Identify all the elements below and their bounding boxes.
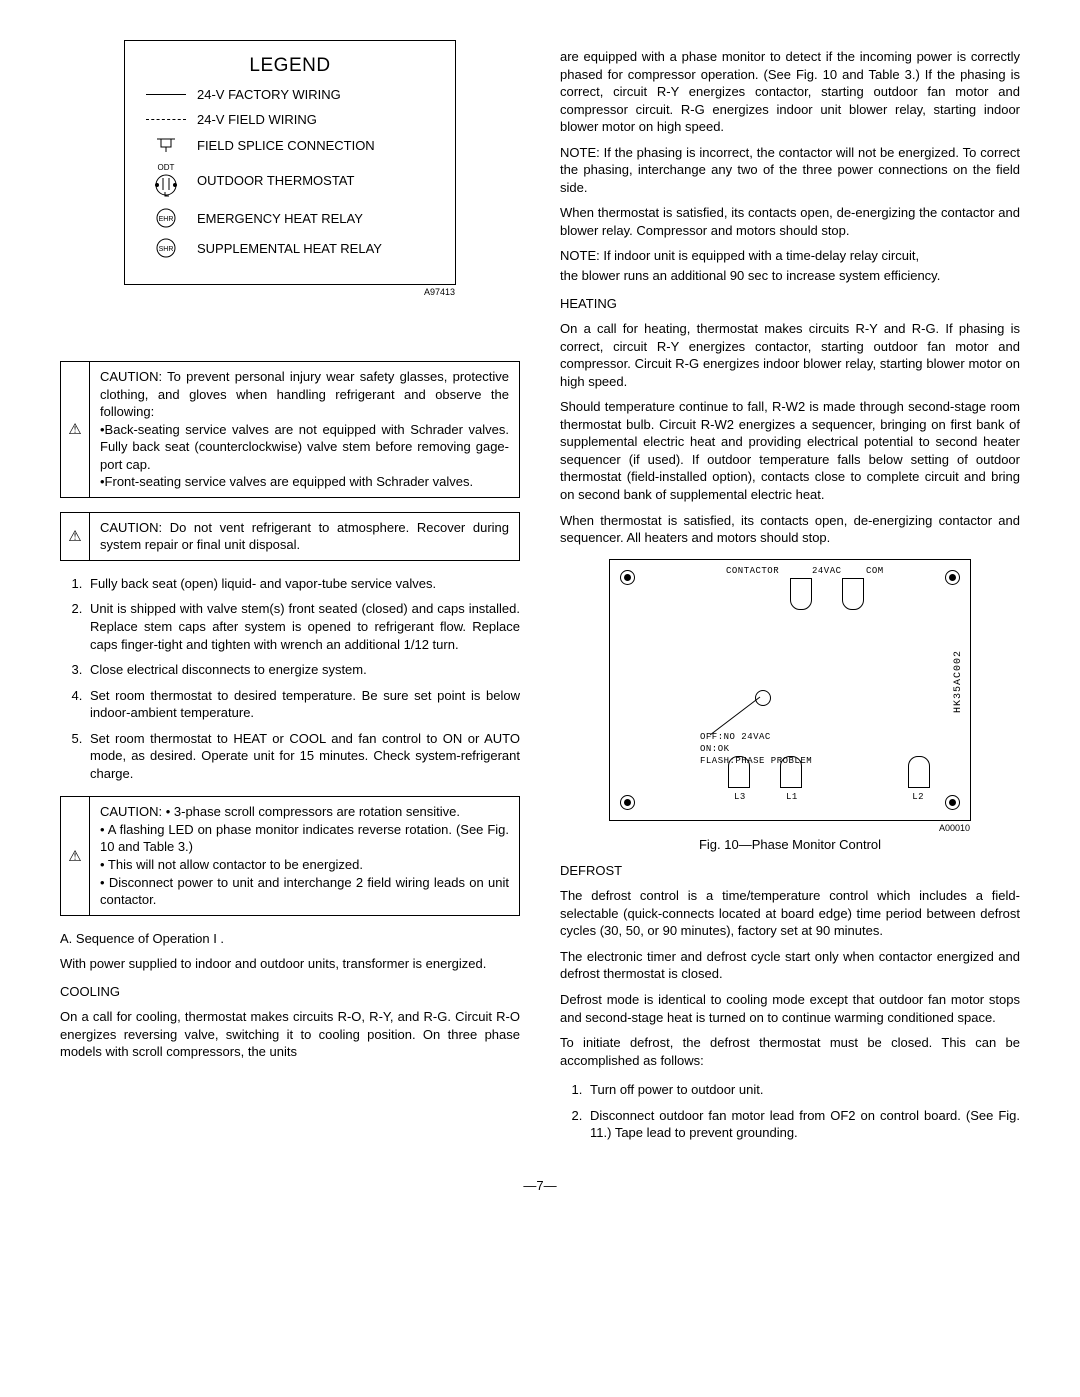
- fig-label: OFF:NO 24VAC: [700, 732, 771, 742]
- tab-icon: [780, 756, 802, 788]
- step-item: Set room thermostat to desired temperatu…: [86, 687, 520, 722]
- legend-title: LEGEND: [145, 55, 435, 77]
- defrost-step: Turn off power to outdoor unit.: [586, 1081, 1020, 1099]
- steps-list: Fully back seat (open) liquid- and vapor…: [60, 575, 520, 782]
- cooling-heading: COOLING: [60, 983, 520, 1001]
- caution-box-3: ⚠ CAUTION: • 3-phase scroll compressors …: [60, 796, 520, 915]
- cooling-p2: are equipped with a phase monitor to det…: [560, 48, 1020, 136]
- defrost-step: Disconnect outdoor fan motor lead from O…: [586, 1107, 1020, 1142]
- caution-text: CAUTION: Do not vent refrigerant to atmo…: [90, 513, 519, 560]
- tab-icon: [790, 578, 812, 610]
- tab-icon: [728, 756, 750, 788]
- fig-label: CONTACTOR: [726, 566, 779, 576]
- page-number: —7—: [60, 1178, 1020, 1193]
- step-item: Unit is shipped with valve stem(s) front…: [86, 600, 520, 653]
- legend-row: 24-V FIELD WIRING: [145, 112, 435, 127]
- fig-label: 24VAC: [812, 566, 842, 576]
- caution-text: •Back-seating service valves are not equ…: [100, 422, 509, 472]
- legend-row: FIELD SPLICE CONNECTION: [145, 137, 435, 153]
- legend-label: 24-V FACTORY WIRING: [197, 87, 341, 102]
- defrost-p1: The defrost control is a time/temperatur…: [560, 887, 1020, 940]
- cooling-p3: When thermostat is satisfied, its contac…: [560, 204, 1020, 239]
- shr-icon: SHR: [152, 238, 180, 258]
- caution-text: CAUTION: • 3-phase scroll compressors ar…: [100, 804, 460, 819]
- step-item: Fully back seat (open) liquid- and vapor…: [86, 575, 520, 593]
- legend-row: SHR SUPPLEMENTAL HEAT RELAY: [145, 238, 435, 258]
- cooling-note2a: NOTE: If indoor unit is equipped with a …: [560, 247, 1020, 265]
- odt-text: ODT: [158, 163, 175, 172]
- part-number: HK35AC002: [953, 650, 964, 713]
- sequence-label: A. Sequence of Operation I .: [60, 930, 520, 948]
- defrost-heading: DEFROST: [560, 862, 1020, 880]
- cooling-note1: NOTE: If the phasing is incorrect, the c…: [560, 144, 1020, 197]
- caution-box-2: ⚠ CAUTION: Do not vent refrigerant to at…: [60, 512, 520, 561]
- fig-label: COM: [866, 566, 884, 576]
- cooling-p1: On a call for cooling, thermostat makes …: [60, 1008, 520, 1061]
- legend-row: 24-V FACTORY WIRING: [145, 87, 435, 102]
- legend-row: ODT OUTDOOR THERMOSTAT: [145, 163, 435, 198]
- thermostat-icon: [151, 172, 181, 198]
- tab-icon: [842, 578, 864, 610]
- fig-label: L2: [912, 792, 924, 802]
- tab-icon: [908, 756, 930, 788]
- step-item: Set room thermostat to HEAT or COOL and …: [86, 730, 520, 783]
- defrost-p2: The electronic timer and defrost cycle s…: [560, 948, 1020, 983]
- figure-caption: Fig. 10—Phase Monitor Control: [560, 837, 1020, 852]
- caution-text: •Front-seating service valves are equipp…: [100, 474, 473, 489]
- sequence-intro: With power supplied to indoor and outdoo…: [60, 955, 520, 973]
- heating-p2: Should temperature continue to fall, R-W…: [560, 398, 1020, 503]
- fig-label: L1: [786, 792, 798, 802]
- heating-heading: HEATING: [560, 295, 1020, 313]
- step-item: Close electrical disconnects to energize…: [86, 661, 520, 679]
- caution-text: • This will not allow contactor to be en…: [100, 857, 363, 872]
- svg-text:EHR: EHR: [159, 216, 174, 223]
- caution-text: • Disconnect power to unit and interchan…: [100, 875, 509, 908]
- hole-icon: [620, 795, 635, 810]
- warning-icon: ⚠: [61, 513, 90, 560]
- legend-label: 24-V FIELD WIRING: [197, 112, 317, 127]
- solid-line-icon: [146, 94, 186, 95]
- caution-box-1: ⚠ CAUTION: To prevent personal injury we…: [60, 361, 520, 498]
- caution-text: • A flashing LED on phase monitor indica…: [100, 822, 509, 855]
- hole-icon: [620, 570, 635, 585]
- cooling-note2b: the blower runs an additional 90 sec to …: [560, 267, 1020, 285]
- legend-box: LEGEND 24-V FACTORY WIRING 24-V FIELD WI…: [124, 40, 456, 285]
- svg-text:SHR: SHR: [159, 246, 174, 253]
- legend-row: EHR EMERGENCY HEAT RELAY: [145, 208, 435, 228]
- warning-icon: ⚠: [61, 362, 90, 497]
- splice-icon: [155, 137, 177, 153]
- legend-code: A97413: [125, 287, 455, 297]
- defrost-steps-list: Turn off power to outdoor unit. Disconne…: [560, 1081, 1020, 1142]
- dashed-line-icon: [146, 119, 186, 120]
- hole-icon: [945, 795, 960, 810]
- legend-label: OUTDOOR THERMOSTAT: [197, 173, 354, 188]
- hole-icon: [945, 570, 960, 585]
- warning-icon: ⚠: [61, 797, 90, 914]
- legend-label: SUPPLEMENTAL HEAT RELAY: [197, 241, 382, 256]
- defrost-p4: To initiate defrost, the defrost thermos…: [560, 1034, 1020, 1069]
- heating-p3: When thermostat is satisfied, its contac…: [560, 512, 1020, 547]
- fig-label: ON:OK: [700, 744, 730, 754]
- fig-label: L3: [734, 792, 746, 802]
- defrost-p3: Defrost mode is identical to cooling mod…: [560, 991, 1020, 1026]
- legend-label: EMERGENCY HEAT RELAY: [197, 211, 363, 226]
- phase-monitor-figure: CONTACTOR 24VAC COM OFF:NO 24VAC ON:OK F…: [609, 559, 971, 821]
- caution-text: CAUTION: To prevent personal injury wear…: [100, 369, 509, 419]
- figure-code: A00010: [610, 823, 970, 833]
- ehr-icon: EHR: [152, 208, 180, 228]
- heating-p1: On a call for heating, thermostat makes …: [560, 320, 1020, 390]
- legend-label: FIELD SPLICE CONNECTION: [197, 138, 375, 153]
